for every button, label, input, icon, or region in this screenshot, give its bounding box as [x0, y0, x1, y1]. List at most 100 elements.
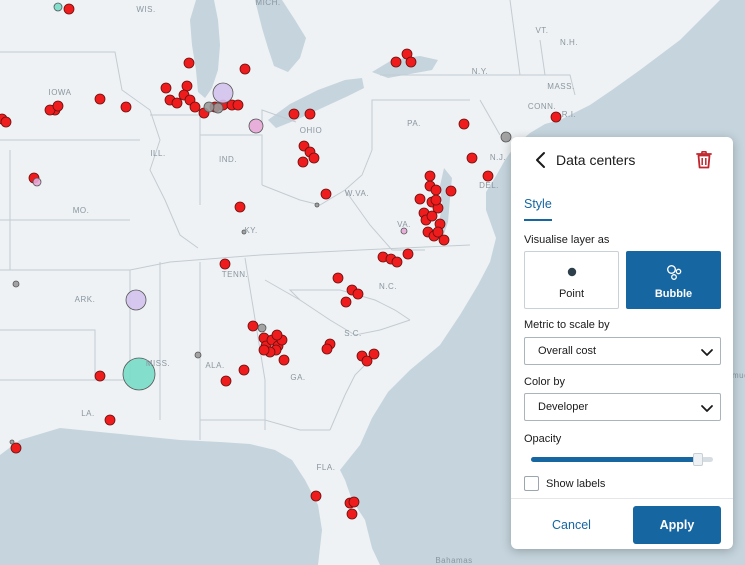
- data-center-bubble[interactable]: [212, 102, 224, 114]
- chevron-down-icon: [701, 405, 713, 412]
- color-by-label: Color by: [524, 376, 565, 388]
- data-center-point[interactable]: [361, 355, 373, 367]
- data-center-point[interactable]: [234, 201, 246, 213]
- data-center-point[interactable]: [94, 93, 106, 105]
- data-center-point[interactable]: [402, 248, 414, 260]
- map-label: ALA.: [205, 361, 224, 370]
- panel-header: Data centers: [511, 137, 733, 183]
- data-center-point[interactable]: [346, 508, 358, 520]
- tab-style[interactable]: Style: [524, 197, 552, 211]
- data-center-point[interactable]: [247, 320, 259, 332]
- panel-title: Data centers: [556, 152, 636, 168]
- data-center-point[interactable]: [232, 99, 244, 111]
- apply-button[interactable]: Apply: [633, 506, 721, 544]
- map-label: LA.: [81, 409, 95, 418]
- map-label: KY.: [244, 226, 257, 235]
- data-center-bubble[interactable]: [125, 289, 147, 311]
- data-center-bubble[interactable]: [212, 82, 234, 104]
- data-center-point[interactable]: [278, 354, 290, 366]
- data-center-point[interactable]: [308, 152, 320, 164]
- data-center-point[interactable]: [104, 414, 116, 426]
- data-center-point[interactable]: [239, 63, 251, 75]
- data-center-bubble[interactable]: [12, 280, 20, 288]
- data-center-point[interactable]: [405, 56, 417, 68]
- data-center-point[interactable]: [10, 442, 22, 454]
- data-center-point[interactable]: [340, 296, 352, 308]
- data-center-point[interactable]: [52, 100, 64, 112]
- data-center-point[interactable]: [424, 170, 436, 182]
- data-center-point[interactable]: [321, 343, 333, 355]
- metric-select[interactable]: Overall cost: [524, 337, 721, 365]
- chevron-left-icon[interactable]: [531, 150, 551, 170]
- data-center-point[interactable]: [63, 3, 75, 15]
- bubble-option-button[interactable]: Bubble: [626, 251, 721, 309]
- data-center-point[interactable]: [482, 170, 494, 182]
- data-center-bubble[interactable]: [500, 131, 512, 143]
- data-center-bubble[interactable]: [203, 101, 215, 113]
- state-borders: [0, 0, 576, 440]
- bubble-option-label: Bubble: [654, 288, 693, 300]
- data-center-point[interactable]: [189, 101, 201, 113]
- data-center-point[interactable]: [181, 80, 193, 92]
- point-option-button[interactable]: Point: [524, 251, 619, 309]
- data-center-point[interactable]: [171, 97, 183, 109]
- data-center-bubble[interactable]: [194, 351, 202, 359]
- data-center-point[interactable]: [94, 370, 106, 382]
- data-center-point[interactable]: [368, 348, 380, 360]
- data-center-point[interactable]: [288, 108, 300, 120]
- opacity-slider[interactable]: [531, 453, 713, 466]
- data-center-point[interactable]: [352, 288, 364, 300]
- lake-ontario: [372, 56, 438, 78]
- data-center-point[interactable]: [238, 364, 250, 376]
- data-center-point[interactable]: [550, 111, 562, 123]
- data-center-bubble[interactable]: [400, 227, 408, 235]
- data-center-point[interactable]: [348, 496, 360, 508]
- data-center-point[interactable]: [160, 82, 172, 94]
- data-center-point[interactable]: [0, 116, 12, 128]
- map-label: N.J.: [490, 153, 506, 162]
- data-center-point[interactable]: [332, 272, 344, 284]
- data-center-point[interactable]: [120, 101, 132, 113]
- data-center-point[interactable]: [430, 184, 442, 196]
- data-center-point[interactable]: [438, 234, 450, 246]
- data-center-bubble[interactable]: [248, 118, 264, 134]
- data-center-point[interactable]: [271, 329, 283, 341]
- map-label: IOWA: [48, 88, 71, 97]
- color-by-select-value: Developer: [538, 401, 589, 413]
- data-center-point[interactable]: [310, 490, 322, 502]
- trash-icon[interactable]: [695, 150, 713, 170]
- opacity-slider-handle[interactable]: [693, 453, 704, 466]
- data-center-point[interactable]: [430, 194, 442, 206]
- data-center-point[interactable]: [220, 375, 232, 387]
- data-center-point[interactable]: [219, 258, 231, 270]
- data-center-bubble[interactable]: [257, 323, 267, 333]
- data-center-point[interactable]: [304, 108, 316, 120]
- data-center-point[interactable]: [466, 152, 478, 164]
- map-label: GA.: [290, 373, 305, 382]
- data-center-points: [0, 3, 562, 520]
- data-center-point[interactable]: [183, 57, 195, 69]
- map-label: R.I.: [562, 110, 576, 119]
- data-center-point[interactable]: [390, 56, 402, 68]
- data-center-point[interactable]: [320, 188, 332, 200]
- data-center-point[interactable]: [432, 226, 444, 238]
- data-center-bubble[interactable]: [241, 229, 247, 235]
- show-labels-checkbox[interactable]: [524, 476, 539, 491]
- data-center-bubble[interactable]: [32, 177, 42, 187]
- color-by-select[interactable]: Developer: [524, 393, 721, 421]
- data-center-bubble[interactable]: [53, 2, 63, 12]
- data-center-point[interactable]: [297, 156, 309, 168]
- data-center-point[interactable]: [258, 344, 270, 356]
- data-center-bubble[interactable]: [9, 439, 15, 445]
- data-center-point[interactable]: [426, 210, 438, 222]
- point-option-label: Point: [558, 288, 585, 300]
- data-center-bubble[interactable]: [314, 202, 320, 208]
- data-center-point[interactable]: [414, 193, 426, 205]
- data-center-point[interactable]: [391, 256, 403, 268]
- map-label: N.Y.: [472, 67, 489, 76]
- data-center-bubble[interactable]: [122, 357, 156, 391]
- map-label: N.C.: [379, 282, 397, 291]
- data-center-point[interactable]: [458, 118, 470, 130]
- data-center-point[interactable]: [445, 185, 457, 197]
- cancel-button[interactable]: Cancel: [552, 518, 591, 532]
